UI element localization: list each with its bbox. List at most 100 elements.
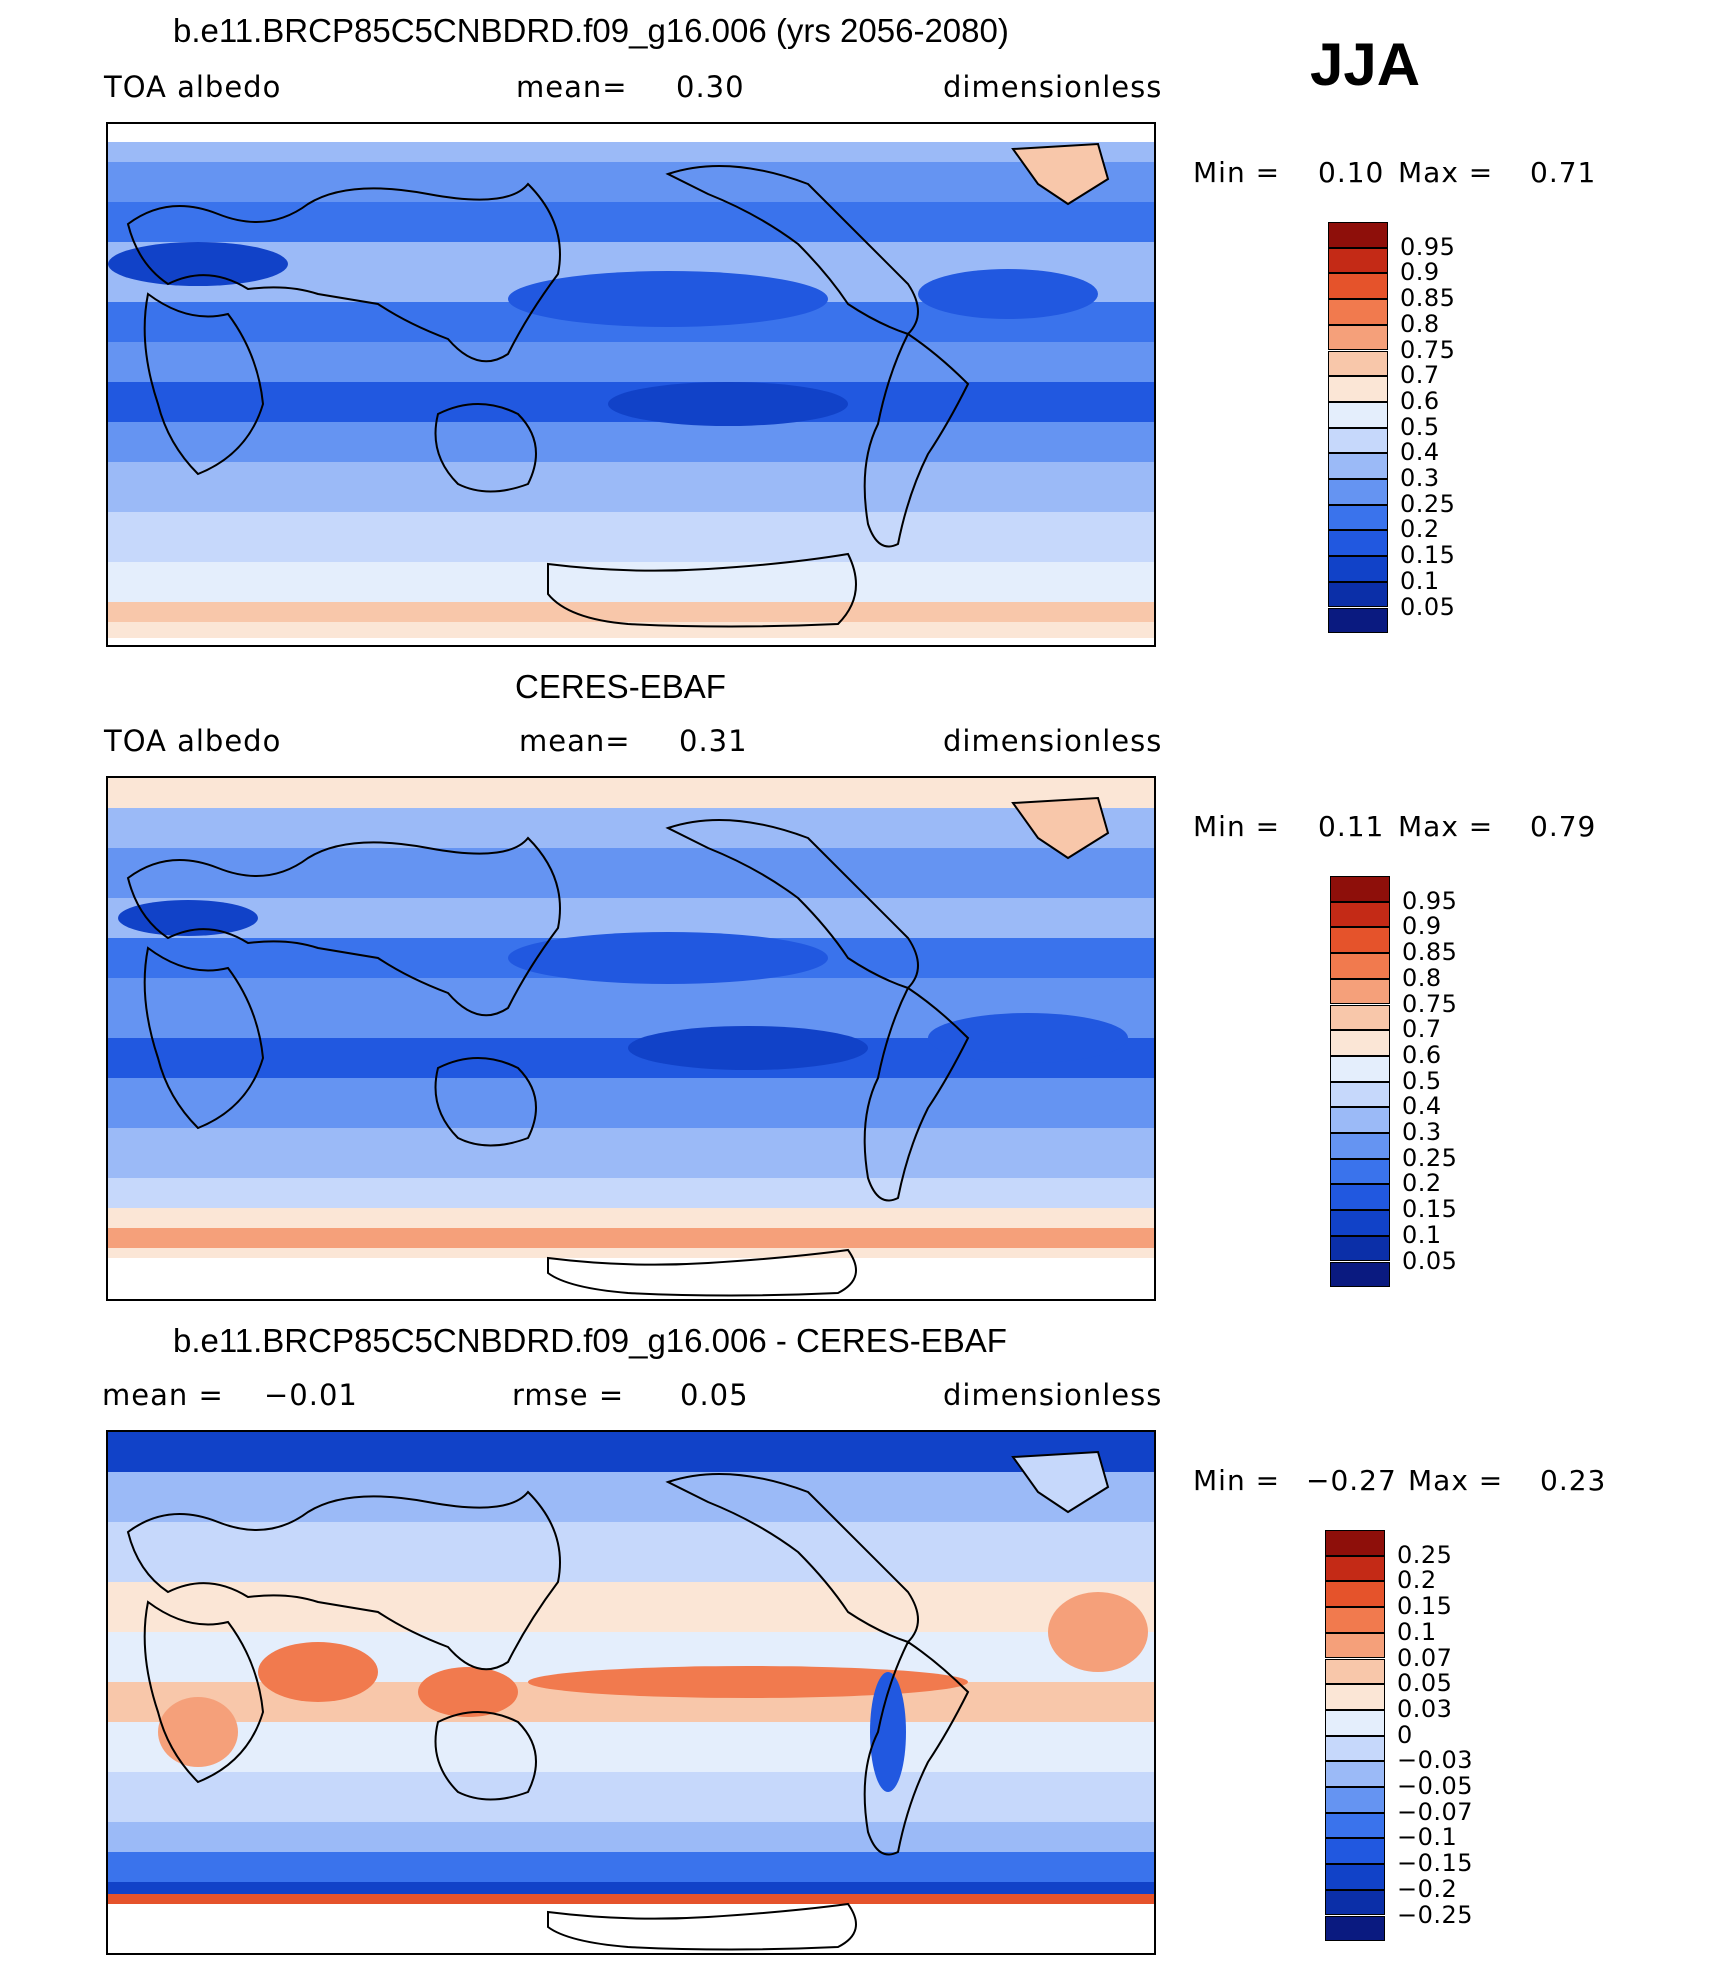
panel3-min-label: Min = bbox=[1193, 1464, 1281, 1497]
panel1-mean-label: mean= bbox=[516, 70, 628, 104]
colorbar-box bbox=[1328, 247, 1388, 274]
colorbar-tick-label: 0.05 bbox=[1397, 1669, 1453, 1698]
colorbar-box bbox=[1325, 1632, 1385, 1659]
colorbar-tick-label: 0.85 bbox=[1402, 938, 1458, 967]
colorbar-tick-label: 0.03 bbox=[1397, 1694, 1453, 1723]
colorbar-tick-label: −0.15 bbox=[1397, 1849, 1474, 1878]
colorbar-tick-label: −0.03 bbox=[1397, 1746, 1474, 1775]
colorbar-box bbox=[1330, 1235, 1390, 1262]
colorbar-box bbox=[1325, 1761, 1385, 1787]
panel3-mean-value: −0.01 bbox=[264, 1378, 358, 1412]
panel1-min-value: 0.10 bbox=[1318, 156, 1385, 189]
colorbar-box bbox=[1330, 1261, 1390, 1288]
panel3-min-value: −0.27 bbox=[1306, 1464, 1397, 1497]
colorbar-tick-label: 0.15 bbox=[1397, 1592, 1453, 1621]
panel2-min-label: Min = bbox=[1193, 810, 1281, 843]
colorbar-box bbox=[1328, 324, 1388, 351]
colorbar-tick-label: 0.6 bbox=[1402, 1040, 1442, 1069]
colorbar-box bbox=[1328, 299, 1388, 325]
colorbar-box bbox=[1330, 901, 1390, 928]
colorbar-box bbox=[1328, 222, 1388, 248]
panel2-mean-value: 0.31 bbox=[679, 724, 748, 758]
colorbar-box bbox=[1325, 1838, 1385, 1865]
colorbar-box bbox=[1330, 1210, 1390, 1236]
colorbar-box bbox=[1328, 556, 1388, 582]
panel2-variable-label: TOA albedo bbox=[104, 724, 282, 758]
colorbar-tick-label: 0.2 bbox=[1402, 1169, 1442, 1198]
colorbar-tick-label: 0.5 bbox=[1402, 1066, 1442, 1095]
panel2-max-value: 0.79 bbox=[1530, 810, 1597, 843]
colorbar-tick-label: 0.6 bbox=[1400, 386, 1440, 415]
colorbar-box bbox=[1330, 978, 1390, 1005]
panel1-mean-value: 0.30 bbox=[676, 70, 745, 104]
colorbar-box bbox=[1330, 927, 1390, 954]
colorbar-box bbox=[1328, 504, 1388, 531]
colorbar-tick-label: 0.4 bbox=[1400, 438, 1440, 467]
colorbar-box bbox=[1330, 1081, 1390, 1108]
panel3-rmse-value: 0.05 bbox=[680, 1378, 749, 1412]
colorbar-tick-label: 0.85 bbox=[1400, 284, 1456, 313]
colorbar-tick-label: 0.75 bbox=[1400, 335, 1456, 364]
panel3-title: b.e11.BRCP85C5CNBDRD.f09_g16.006 - CERES… bbox=[173, 1322, 1007, 1359]
colorbar-box bbox=[1330, 953, 1390, 979]
colorbar-tick-label: 0.8 bbox=[1400, 309, 1440, 338]
colorbar-tick-label: −0.07 bbox=[1397, 1797, 1474, 1826]
panel2-map bbox=[106, 776, 1156, 1301]
colorbar-tick-label: 0.4 bbox=[1402, 1092, 1442, 1121]
colorbar-tick-label: 0.1 bbox=[1402, 1220, 1442, 1249]
panel1-max-label: Max = bbox=[1398, 156, 1494, 189]
colorbar-box bbox=[1330, 1055, 1390, 1082]
panel3-rmse-label: rmse = bbox=[512, 1378, 625, 1412]
colorbar-box bbox=[1325, 1889, 1385, 1916]
colorbar-box bbox=[1328, 530, 1388, 557]
colorbar-tick-label: 0.1 bbox=[1397, 1617, 1437, 1646]
panel2-max-label: Max = bbox=[1398, 810, 1494, 843]
colorbar-tick-label: −0.05 bbox=[1397, 1772, 1474, 1800]
colorbar-box bbox=[1330, 876, 1390, 902]
panel3-max-label: Max = bbox=[1408, 1464, 1504, 1497]
colorbar-box bbox=[1325, 1915, 1385, 1942]
colorbar-tick-label: 0.2 bbox=[1400, 515, 1440, 544]
colorbar-box bbox=[1325, 1607, 1385, 1633]
colorbar-tick-label: 0.25 bbox=[1397, 1540, 1453, 1569]
colorbar-tick-label: 0.1 bbox=[1400, 566, 1440, 595]
colorbar-tick-label: 0.95 bbox=[1402, 886, 1458, 915]
season-label: JJA bbox=[1310, 31, 1421, 98]
colorbar-tick-label: 0.75 bbox=[1402, 989, 1458, 1018]
colorbar-box bbox=[1325, 1555, 1385, 1582]
colorbar-box bbox=[1330, 1184, 1390, 1211]
colorbar-tick-label: 0.25 bbox=[1400, 489, 1456, 518]
colorbar-tick-label: 0.3 bbox=[1400, 464, 1440, 492]
colorbar-box bbox=[1325, 1684, 1385, 1710]
colorbar-tick-label: 0.5 bbox=[1400, 412, 1440, 441]
panel1-map bbox=[106, 122, 1156, 647]
panel1-min-label: Min = bbox=[1193, 156, 1281, 189]
colorbar-box bbox=[1325, 1658, 1385, 1685]
panel3-max-value: 0.23 bbox=[1540, 1464, 1607, 1497]
colorbar-box bbox=[1325, 1735, 1385, 1762]
colorbar-box bbox=[1328, 479, 1388, 505]
panel3-mean-label: mean = bbox=[102, 1378, 224, 1412]
colorbar-box bbox=[1325, 1530, 1385, 1556]
colorbar-tick-label: 0.8 bbox=[1402, 963, 1442, 992]
colorbar-tick-label: 0.95 bbox=[1400, 232, 1456, 261]
colorbar-box bbox=[1325, 1581, 1385, 1608]
colorbar-box bbox=[1328, 453, 1388, 479]
panel3-coastlines bbox=[126, 1473, 970, 1951]
panel2-min-value: 0.11 bbox=[1318, 810, 1385, 843]
colorbar-tick-label: −0.1 bbox=[1397, 1823, 1458, 1852]
panel2-title: CERES-EBAF bbox=[515, 668, 726, 705]
colorbar-tick-label: 0.7 bbox=[1400, 361, 1440, 390]
colorbar-box bbox=[1328, 350, 1388, 377]
panel2-coastlines bbox=[126, 819, 970, 1297]
panel1-units-label: dimensionless bbox=[943, 70, 1163, 104]
colorbar-box bbox=[1328, 427, 1388, 454]
panel3-map-svg bbox=[108, 1432, 1154, 1953]
colorbar-tick-label: 0.05 bbox=[1400, 592, 1456, 621]
colorbar-tick-label: 0.3 bbox=[1402, 1118, 1442, 1146]
colorbar-box bbox=[1325, 1709, 1385, 1736]
panel2-map-svg bbox=[108, 778, 1154, 1299]
colorbar-box bbox=[1330, 1158, 1390, 1185]
colorbar-tick-label: 0.15 bbox=[1402, 1195, 1458, 1224]
colorbar-tick-label: 0.15 bbox=[1400, 541, 1456, 570]
